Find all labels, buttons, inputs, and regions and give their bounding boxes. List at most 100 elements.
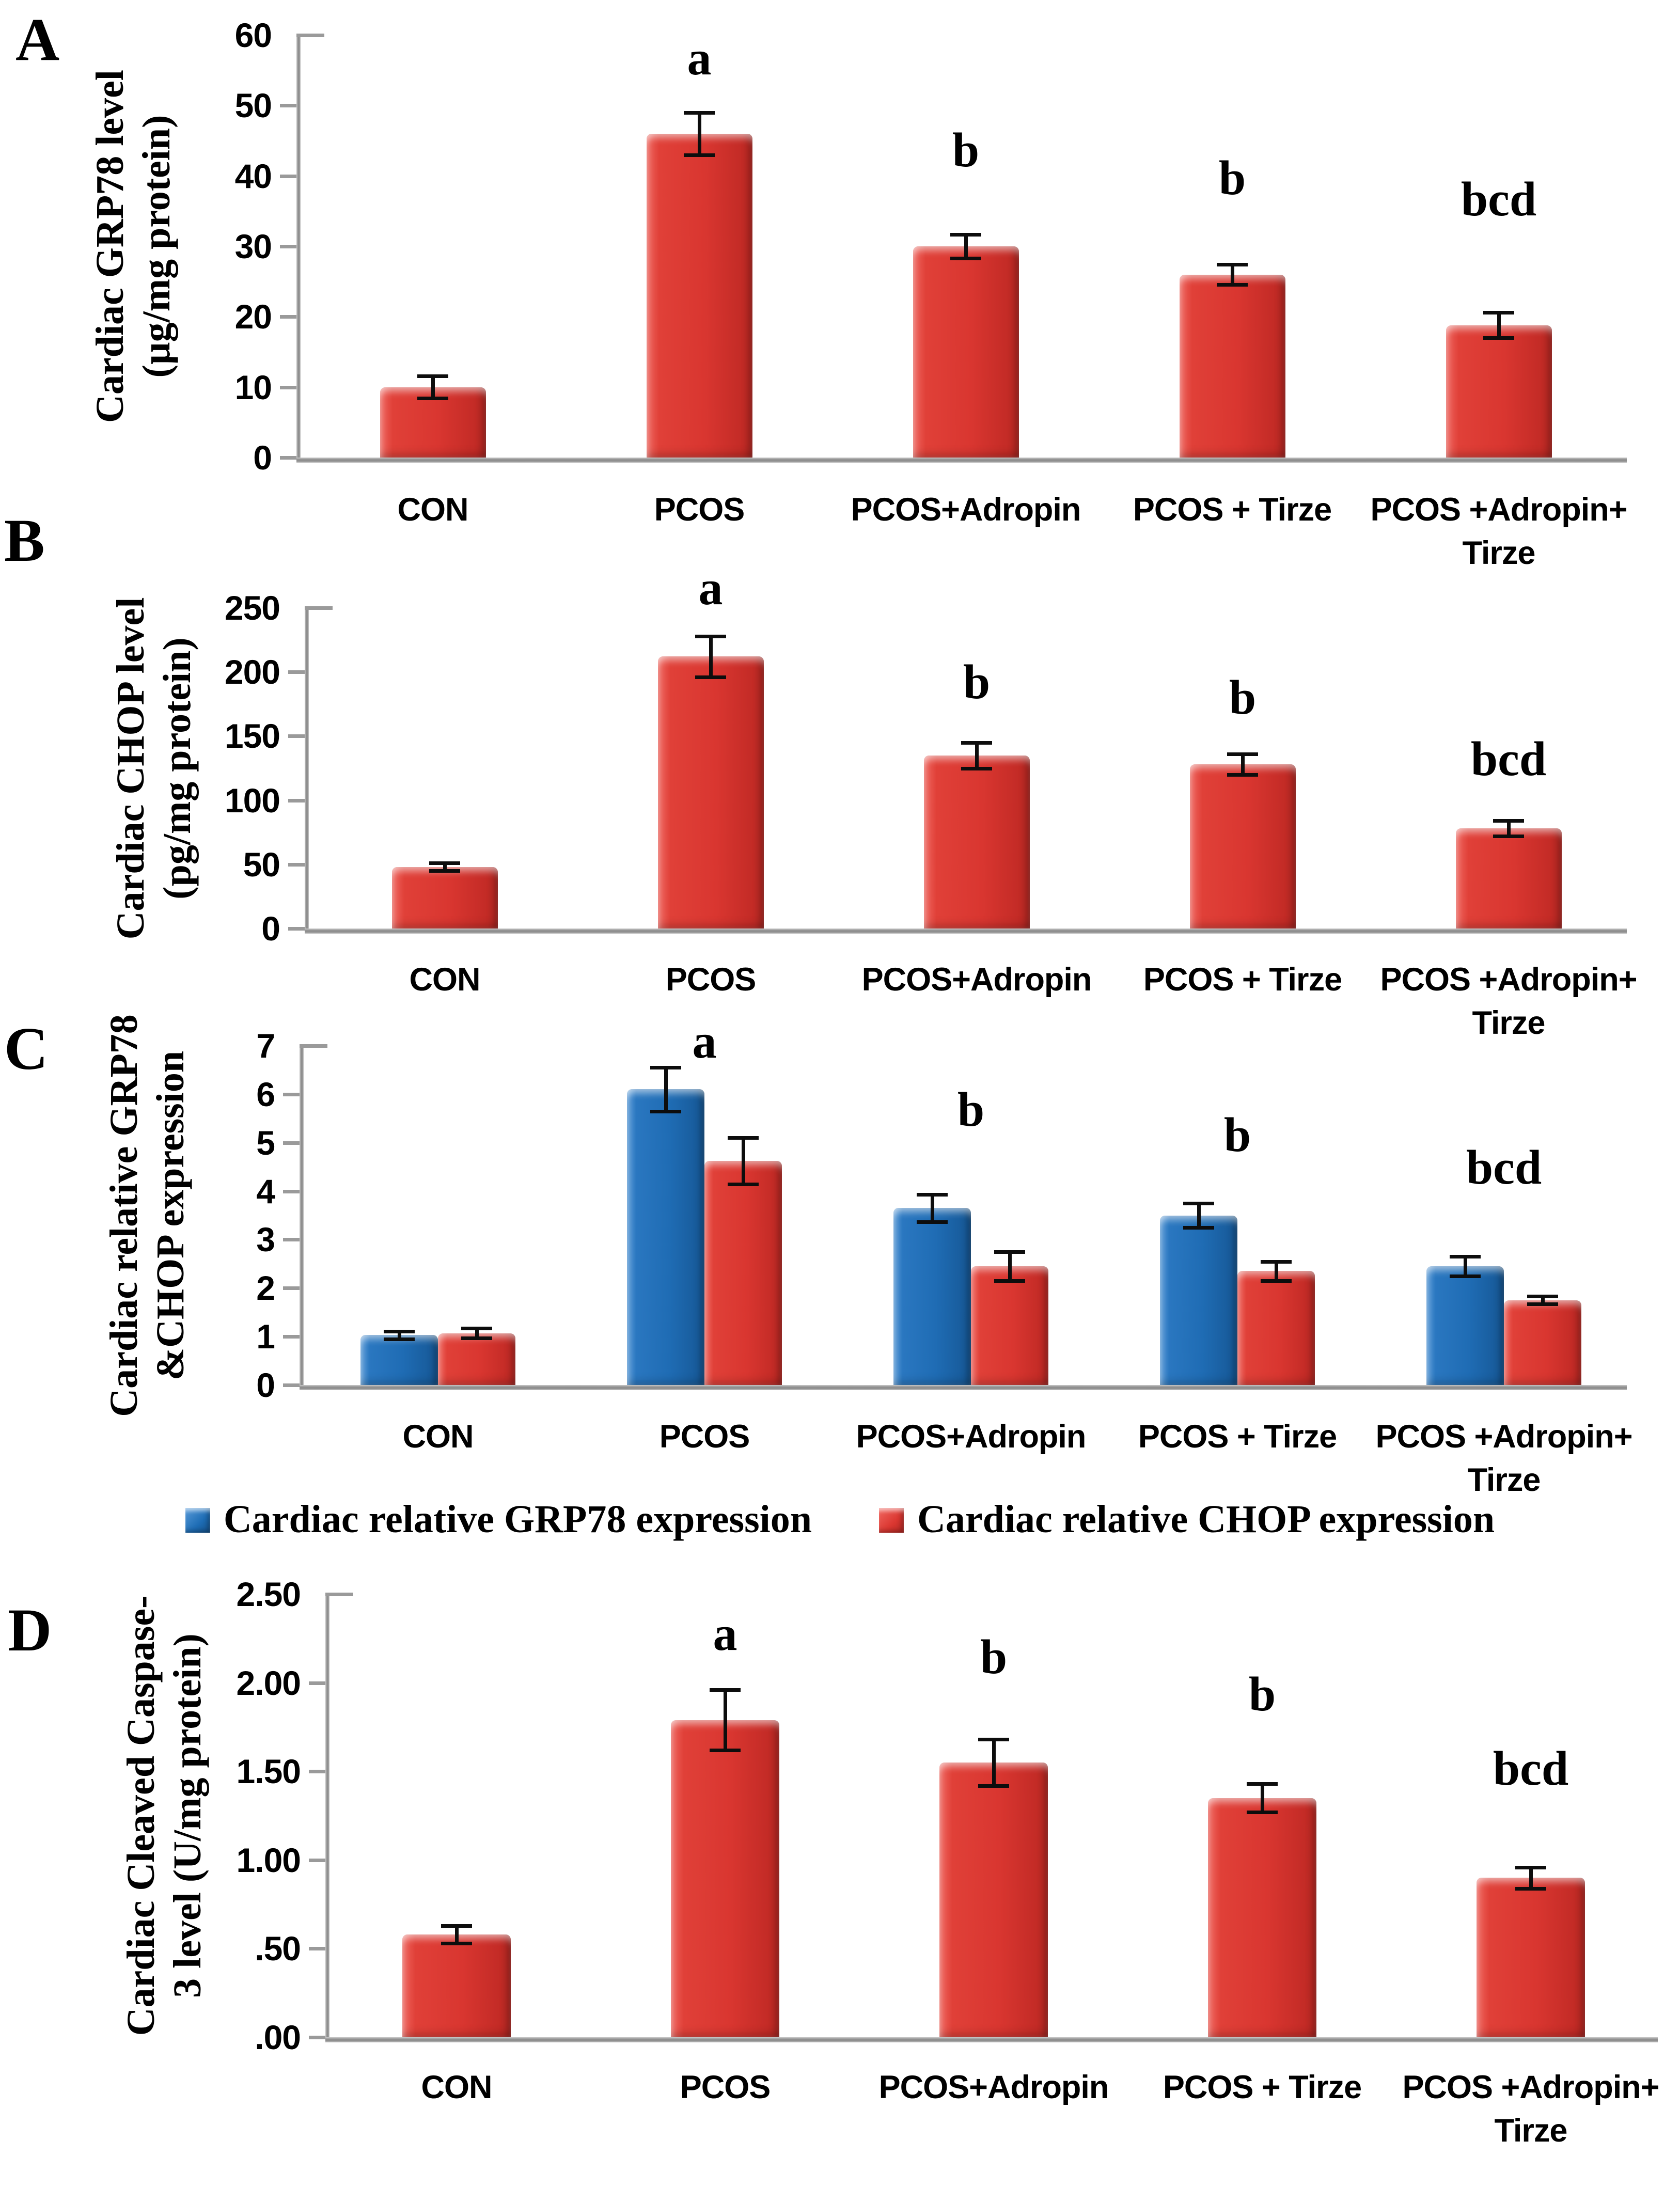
panel-c: C Cardiac relative GRP78 &CHOP expression… xyxy=(0,1014,1680,1541)
y-tick-label: 0 xyxy=(253,438,272,477)
y-tick-label: 2 xyxy=(256,1269,275,1308)
bar xyxy=(913,246,1019,458)
error-bar xyxy=(397,1331,401,1339)
y-tick-mark xyxy=(305,606,333,610)
bar xyxy=(1426,1266,1504,1385)
x-axis-line xyxy=(305,929,1627,934)
x-category-label: CON xyxy=(409,962,481,998)
significance-letter: a xyxy=(713,1607,737,1661)
figure: A Cardiac GRP78 level (µg/mg protein) 0 10… xyxy=(0,6,1680,2149)
y-tick-label: 60 xyxy=(234,16,272,54)
error-bar-cap xyxy=(1527,1302,1558,1307)
x-category-label: PCOS + Tirze xyxy=(1138,1419,1337,1455)
error-bar-cap xyxy=(1247,1782,1278,1786)
y-tick-label: .00 xyxy=(255,2018,301,2056)
x-category-label: PCOS xyxy=(654,492,745,528)
x-category-label: CON xyxy=(421,2069,493,2105)
y-tick-mark xyxy=(283,1189,300,1193)
error-bar xyxy=(1541,1296,1545,1304)
y-tick-label: 40 xyxy=(234,156,272,195)
error-bar xyxy=(1506,821,1511,837)
error-bar-cap xyxy=(1183,1225,1214,1230)
bar xyxy=(1179,274,1285,458)
error-bar xyxy=(930,1194,934,1222)
error-bar xyxy=(431,375,435,399)
significance-letter: b xyxy=(1229,670,1257,725)
y-tick-mark xyxy=(309,1947,325,1951)
error-bar-cap xyxy=(994,1250,1025,1254)
significance-letter: a xyxy=(698,561,723,616)
y-tick-label: 200 xyxy=(224,653,280,691)
y-tick-mark xyxy=(280,174,296,178)
error-bar-cap xyxy=(917,1220,948,1224)
x-category-label: PCOS xyxy=(680,2069,771,2105)
x-axis-line xyxy=(300,1385,1627,1390)
significance-letter: a xyxy=(687,32,712,86)
bar xyxy=(1208,1798,1316,2037)
y-tick-label: 150 xyxy=(224,717,280,756)
error-bar xyxy=(1241,754,1245,775)
legend-label-chop: Cardiac relative CHOP expression xyxy=(917,1498,1495,1541)
legend: Cardiac relative GRP78 expression Cardia… xyxy=(0,1498,1680,1541)
x-category-label: PCOS +Adropin+ Tirze xyxy=(1370,492,1627,571)
error-bar-cap xyxy=(978,1738,1009,1742)
bar xyxy=(627,1089,704,1385)
x-category-label: PCOS + Tirze xyxy=(1163,2069,1362,2105)
error-bar xyxy=(697,112,701,155)
y-axis-title: Cardiac Cleaved Caspase- 3 level (U/mg pr… xyxy=(118,1428,211,2203)
y-tick-label: 3 xyxy=(256,1220,275,1259)
x-axis-line xyxy=(296,458,1627,463)
error-bar-cap xyxy=(710,1688,741,1692)
x-category-label: PCOS+Adropin xyxy=(878,2069,1109,2105)
panel-letter-a: A xyxy=(15,6,60,73)
x-axis-line xyxy=(325,2037,1658,2042)
bar xyxy=(1504,1300,1581,1385)
panel-b: B Cardiac CHOP level (pg/mg protein) 0 50 1… xyxy=(4,510,1638,1042)
error-bar-cap xyxy=(1483,336,1514,340)
y-tick-mark xyxy=(309,1770,325,1774)
x-category-label: PCOS xyxy=(659,1419,750,1455)
significance-letter: bcd xyxy=(1493,1741,1569,1796)
bar xyxy=(671,1720,779,2037)
y-tick-mark xyxy=(288,734,305,738)
error-bar xyxy=(1529,1867,1533,1889)
error-bar xyxy=(975,742,979,768)
significance-letter: b xyxy=(952,123,980,177)
y-axis-line xyxy=(325,1594,329,2037)
error-bar xyxy=(664,1067,668,1111)
error-bar xyxy=(723,1690,727,1750)
error-bar-cap xyxy=(1493,835,1524,839)
y-tick-label: 1.00 xyxy=(236,1840,301,1879)
y-tick-label: 100 xyxy=(224,781,280,820)
error-bar-cap xyxy=(917,1193,948,1197)
x-category-label: PCOS + Tirze xyxy=(1133,492,1332,528)
x-category-label: PCOS+Adropin xyxy=(851,492,1081,528)
y-tick-mark xyxy=(280,104,296,108)
legend-item-chop: Cardiac relative CHOP expression xyxy=(879,1498,1495,1541)
panel-letter-c: C xyxy=(4,1015,49,1082)
error-bar-cap xyxy=(417,397,448,401)
error-bar xyxy=(443,863,447,871)
y-tick-mark xyxy=(280,456,296,460)
y-axis-line xyxy=(300,1046,304,1385)
y-tick-mark xyxy=(283,1141,300,1145)
error-bar-cap xyxy=(1217,282,1248,287)
error-bar xyxy=(1230,264,1234,285)
error-bar-cap xyxy=(710,1749,741,1753)
significance-letter: a xyxy=(692,1015,717,1069)
error-bar xyxy=(1197,1203,1201,1228)
y-tick-label: 4 xyxy=(256,1172,275,1210)
error-bar-cap xyxy=(1527,1295,1558,1299)
y-tick-label: 1 xyxy=(256,1317,275,1356)
legend-swatch-chop-icon xyxy=(879,1508,904,1533)
panel-d: D Cardiac Cleaved Caspase- 3 level (U/mg … xyxy=(8,1575,1660,2149)
panel-a: A Cardiac GRP78 level (µg/mg protein) 0 10… xyxy=(15,6,1628,572)
bar xyxy=(657,656,764,929)
error-bar-cap xyxy=(650,1066,681,1070)
bar xyxy=(391,867,498,929)
error-bar-cap xyxy=(684,153,715,157)
error-bar xyxy=(709,636,713,678)
significance-letter: b xyxy=(1218,151,1246,206)
error-bar-cap xyxy=(1247,1811,1278,1815)
y-tick-mark xyxy=(283,1335,300,1339)
